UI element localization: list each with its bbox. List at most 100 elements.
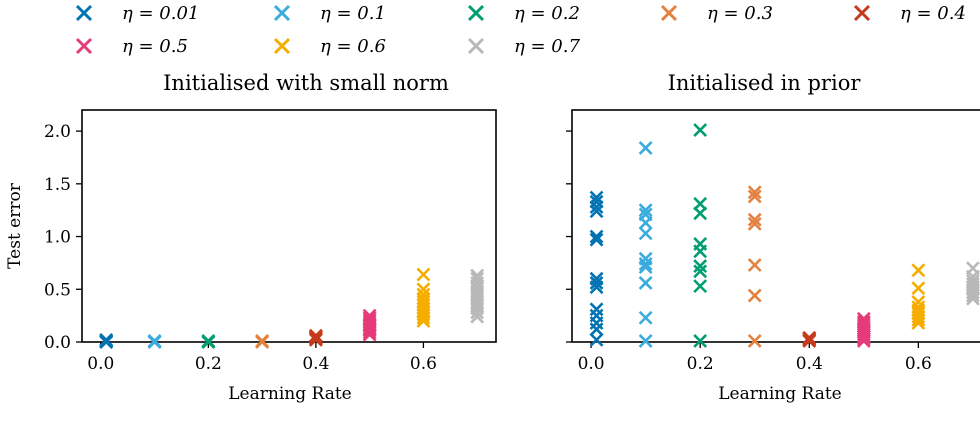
- series-marks: [362, 308, 377, 342]
- y-axis-label: Test error: [5, 182, 25, 269]
- data-point: [589, 332, 604, 347]
- legend-label: η = 0.01: [122, 3, 199, 24]
- legend-marker: [467, 37, 485, 55]
- panel-small-norm: Initialised with small norm 0.0 0.2 0.4 0.6…: [5, 71, 497, 404]
- x-tick-label: 0.4: [796, 354, 823, 374]
- data-point: [589, 229, 604, 244]
- legend-label: η = 0.7: [514, 36, 580, 57]
- series-marks: [416, 267, 431, 328]
- data-point: [693, 264, 708, 279]
- legend-marker: [467, 4, 485, 22]
- data-point: [747, 189, 762, 204]
- data-point: [416, 305, 431, 320]
- data-point: [416, 282, 431, 297]
- data-point: [638, 334, 653, 348]
- data-point: [693, 279, 708, 294]
- data-point: [747, 216, 762, 231]
- legend-item: η = 0.4: [853, 3, 966, 24]
- plot-frame: [81, 109, 497, 343]
- series-marks: [255, 334, 270, 349]
- series-marks: [99, 332, 114, 349]
- series-marks: [470, 268, 485, 324]
- data-point: [589, 322, 604, 337]
- legend-item: η = 0.7: [467, 36, 580, 57]
- legend-label: η = 0.4: [900, 3, 966, 24]
- data-point: [638, 141, 653, 155]
- x-tick-label: 0.2: [687, 354, 714, 374]
- data-point: [747, 258, 762, 272]
- legend-marker: [660, 4, 678, 22]
- series-marks: [965, 261, 980, 306]
- data-point: [308, 331, 323, 346]
- data-point: [589, 200, 604, 214]
- data-point: [589, 280, 604, 295]
- data-point: [856, 334, 871, 348]
- series-marks: [693, 123, 708, 348]
- legend-label: η = 0.1: [320, 3, 386, 24]
- legend-label: η = 0.5: [122, 36, 188, 57]
- data-point: [638, 260, 653, 275]
- legend-label: η = 0.3: [707, 3, 773, 24]
- legend-item: η = 0.1: [273, 3, 386, 24]
- legend-marker: [273, 4, 291, 22]
- legend: η = 0.01 η = 0.1 η = 0.2 η = 0.3 η = 0.4 η = …: [75, 3, 966, 57]
- data-point: [99, 335, 114, 349]
- legend-label: η = 0.6: [320, 36, 386, 57]
- data-point: [638, 215, 653, 230]
- scatter-marks: [589, 123, 980, 348]
- data-point: [589, 232, 604, 247]
- data-point: [856, 329, 871, 344]
- panel-in-prior: Initialised in prior 0.0 0.2 0.4 0.6 Learni…: [566, 71, 980, 404]
- data-point: [911, 312, 926, 327]
- data-point: [747, 334, 762, 348]
- y-tick-label: 0.5: [44, 280, 71, 300]
- data-point: [911, 281, 926, 296]
- data-point: [362, 318, 377, 333]
- data-point: [589, 276, 604, 290]
- x-tick-label: 0.0: [578, 354, 605, 374]
- panel-title: Initialised in prior: [668, 71, 862, 95]
- x-tick-label: 0.6: [905, 354, 932, 374]
- series-marks: [589, 190, 604, 347]
- data-point: [856, 331, 871, 346]
- legend-marker: [853, 4, 871, 22]
- data-point: [255, 334, 270, 348]
- scatter-marks: [99, 267, 485, 349]
- data-point: [589, 204, 604, 219]
- data-point: [589, 302, 604, 317]
- data-point: [362, 322, 377, 337]
- legend-label: η = 0.2: [514, 3, 580, 24]
- legend-item: η = 0.6: [273, 36, 386, 57]
- plot-frame: [571, 109, 980, 343]
- data-point: [638, 310, 653, 325]
- data-point: [911, 316, 926, 330]
- legend-item: η = 0.3: [660, 3, 773, 24]
- panel-title: Initialised with small norm: [163, 71, 449, 95]
- x-tick-label: 0.4: [302, 354, 329, 374]
- x-tick-label: 0.0: [87, 354, 114, 374]
- data-point: [308, 329, 323, 344]
- legend-marker: [75, 37, 93, 55]
- legend-item: η = 0.01: [75, 3, 199, 24]
- data-point: [965, 288, 980, 303]
- data-point: [470, 271, 485, 286]
- y-tick-label: 2.0: [44, 122, 71, 142]
- data-point: [965, 291, 980, 306]
- data-point: [911, 263, 926, 278]
- series-marks: [308, 328, 323, 347]
- data-point: [693, 259, 708, 273]
- legend-item: η = 0.5: [75, 36, 188, 57]
- data-point: [416, 267, 431, 282]
- series-marks: [802, 330, 817, 348]
- series-marks: [638, 141, 653, 348]
- data-point: [802, 330, 817, 345]
- data-point: [201, 335, 216, 349]
- series-marks: [911, 263, 926, 330]
- legend-marker: [273, 37, 291, 55]
- data-point: [638, 226, 653, 241]
- data-point: [747, 288, 762, 303]
- data-point: [470, 299, 485, 314]
- data-point: [693, 334, 708, 348]
- legend-marker: [75, 4, 93, 22]
